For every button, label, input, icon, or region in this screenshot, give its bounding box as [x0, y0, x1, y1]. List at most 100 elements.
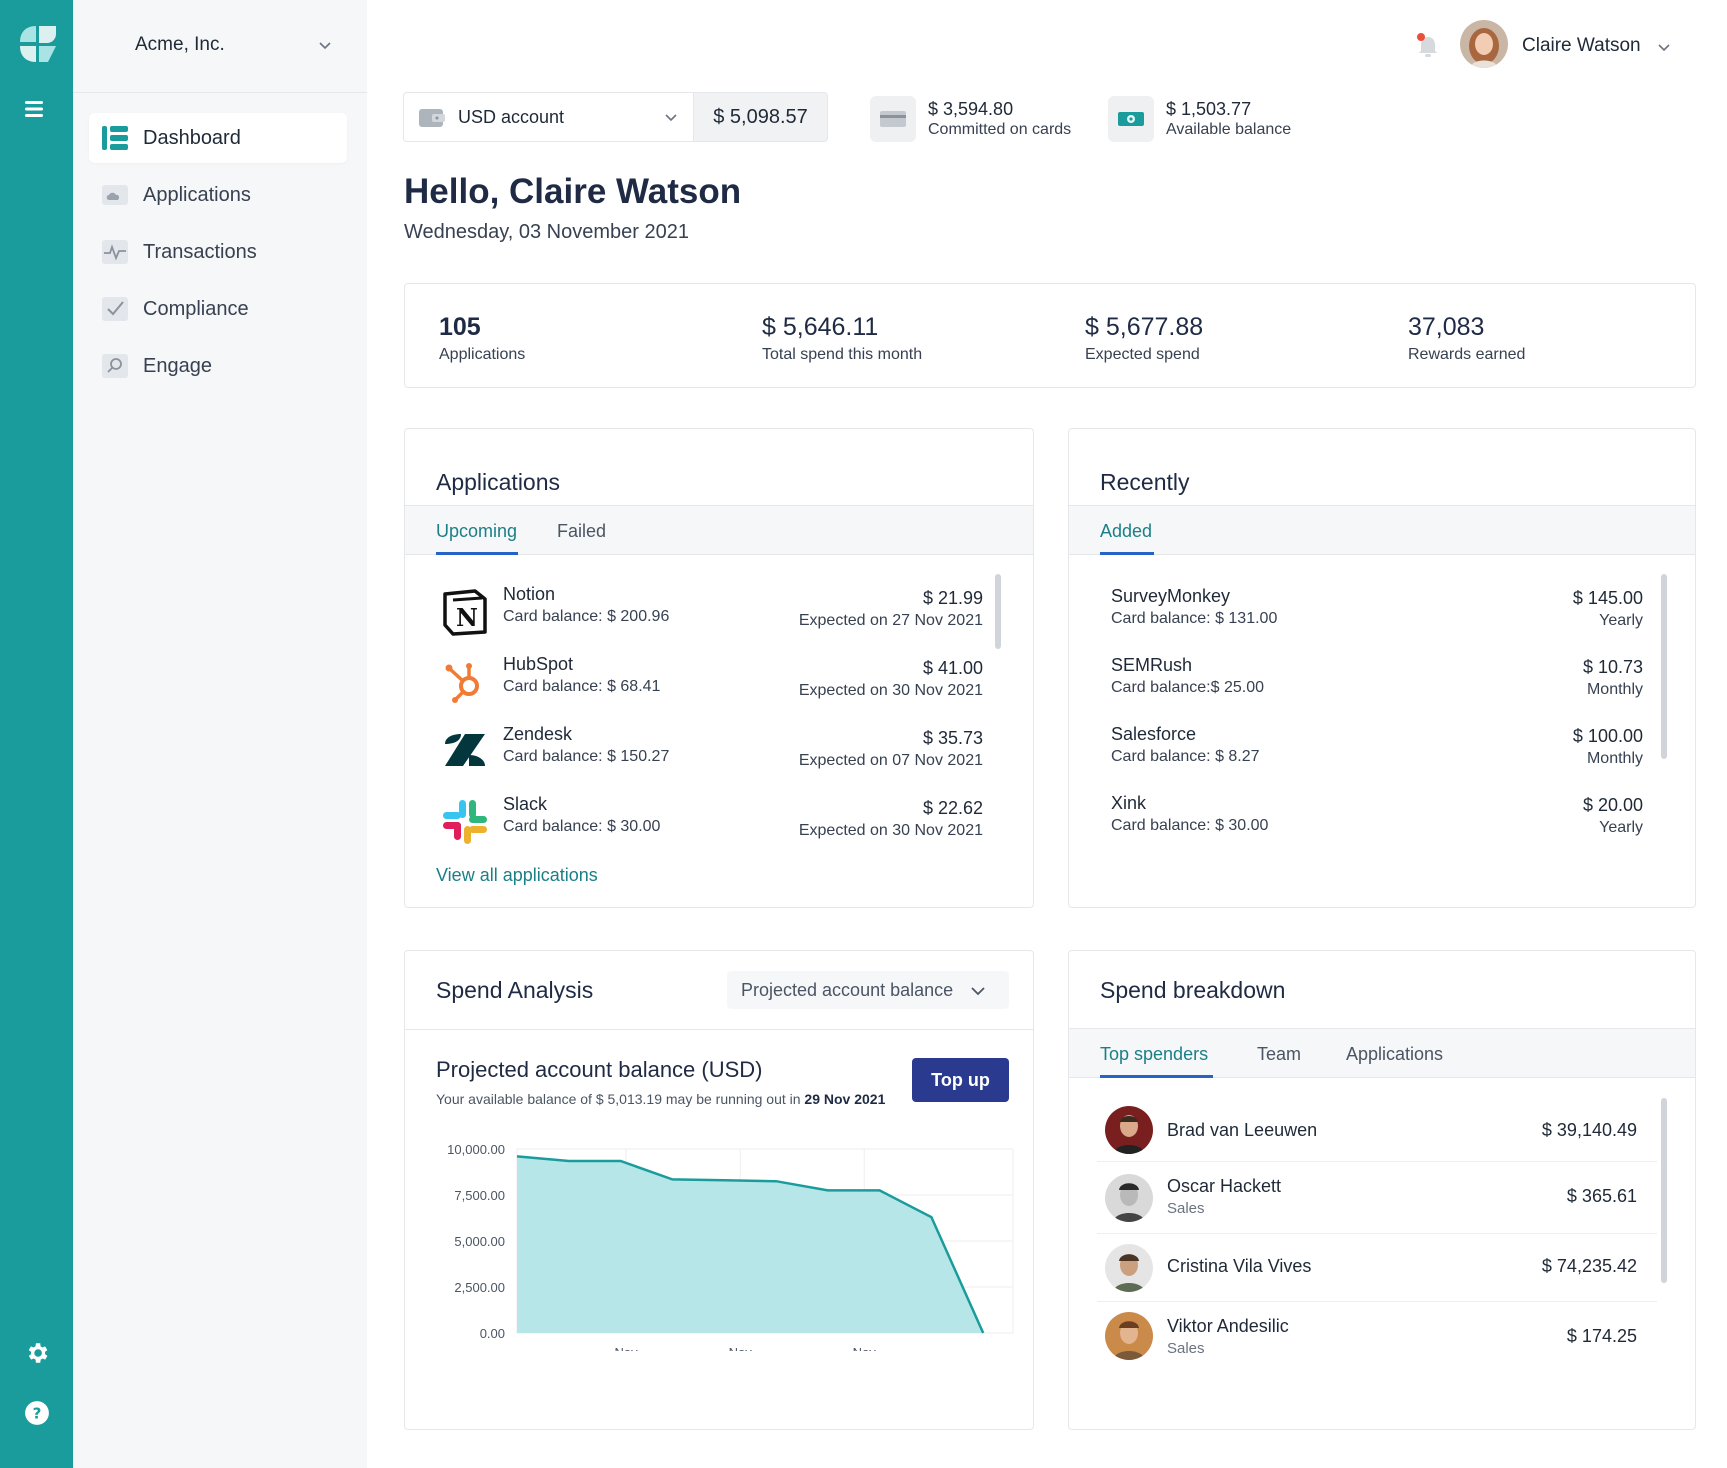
sidebar-nav: Dashboard Applications Transactions Comp…: [89, 113, 347, 398]
recent-app-balance: Card balance: $ 30.00: [1111, 817, 1269, 834]
chart-type-select[interactable]: Projected account balance: [727, 971, 1009, 1009]
org-name: Acme, Inc.: [135, 34, 225, 55]
balance-area-chart: 10,000.00 7,500.00 5,000.00 2,500.00 0.00 No…: [447, 1142, 1014, 1351]
list-item[interactable]: HubSpot Card balance: $ 68.41 $ 41.00 Ex…: [405, 654, 1033, 714]
list-item[interactable]: Cristina Vila Vives $ 74,235.42: [1097, 1234, 1657, 1302]
balance-warning-text: Your available balance of $ 5,013.19 may…: [436, 1091, 801, 1107]
sidebar-item-label: Engage: [143, 354, 212, 377]
top-up-button[interactable]: Top up: [912, 1058, 1009, 1102]
card-title: Recently: [1100, 469, 1190, 495]
help-icon[interactable]: ?: [24, 1400, 50, 1426]
list-item[interactable]: Salesforce Card balance: $ 8.27 $ 100.00…: [1069, 724, 1695, 784]
user-name[interactable]: Claire Watson: [1522, 35, 1641, 56]
recent-app-balance: Card balance: $ 131.00: [1111, 610, 1278, 627]
stat-label: Applications: [439, 346, 526, 363]
tab-top-spenders[interactable]: Top spenders: [1100, 1044, 1209, 1064]
list-item[interactable]: SurveyMonkey Card balance: $ 131.00 $ 14…: [1069, 586, 1695, 646]
tab-upcoming[interactable]: Upcoming: [436, 521, 518, 541]
org-switcher[interactable]: Acme, Inc.: [73, 0, 367, 93]
sidebar-item-label: Transactions: [143, 240, 257, 263]
active-tab-indicator: [436, 552, 518, 555]
list-item[interactable]: Brad van Leeuwen $ 39,140.49: [1097, 1098, 1657, 1162]
spend-breakdown-card: Spend breakdown Top spenders Team Applic…: [1068, 950, 1696, 1430]
committed-value: $ 3,594.80: [928, 99, 1014, 119]
spender-name: Cristina Vila Vives: [1167, 1256, 1312, 1276]
y-tick-label: 5,000.00: [454, 1234, 505, 1249]
sidebar-item-label: Applications: [143, 183, 251, 206]
scrollbar[interactable]: [995, 574, 1001, 649]
stat-value: 105: [439, 313, 481, 341]
list-item[interactable]: SEMRush Card balance:$ 25.00 $ 10.73 Mon…: [1069, 655, 1695, 715]
card-title: Spend Analysis: [436, 977, 594, 1003]
avatar: [1105, 1244, 1153, 1292]
app-amount: $ 41.00: [922, 658, 983, 678]
scrollbar[interactable]: [1661, 1098, 1667, 1283]
recent-app-amount: $ 20.00: [1582, 795, 1643, 815]
stat-rewards: 37,083 Rewards earned: [1408, 312, 1525, 364]
available-label: Available balance: [1166, 121, 1292, 138]
spender-name: Viktor Andesilic: [1167, 1316, 1289, 1336]
sidebar-item-transactions[interactable]: Transactions: [89, 227, 347, 277]
applications-card: Applications Upcoming Failed N Notion Ca…: [404, 428, 1034, 908]
app-expected-date: Expected on 27 Nov 2021: [798, 612, 983, 629]
active-tab-indicator: [1100, 1075, 1213, 1078]
app-expected-date: Expected on 07 Nov 2021: [798, 752, 983, 769]
user-avatar[interactable]: [1460, 20, 1508, 68]
list-item[interactable]: Slack Card balance: $ 30.00 $ 22.62 Expe…: [405, 794, 1033, 854]
chevron-down-icon[interactable]: [1656, 39, 1672, 55]
list-item[interactable]: Viktor Andesilic Sales $ 174.25: [1097, 1302, 1657, 1374]
sidebar-item-compliance[interactable]: Compliance: [89, 284, 347, 334]
list-item[interactable]: Zendesk Card balance: $ 150.27 $ 35.73 E…: [405, 724, 1033, 784]
spender-amount: $ 39,140.49: [1541, 1120, 1637, 1140]
balance-area: [517, 1156, 984, 1333]
balance-warning-date: 29 Nov 2021: [804, 1091, 886, 1107]
app-expected-date: Expected on 30 Nov 2021: [798, 682, 983, 699]
spender-amount: $ 174.25: [1566, 1326, 1637, 1346]
avatar: [1105, 1174, 1153, 1222]
notification-bell-icon[interactable]: [1414, 32, 1442, 60]
svg-text:N: N: [456, 603, 478, 632]
brand-logo-icon[interactable]: [16, 24, 58, 66]
settings-gear-icon[interactable]: [24, 1340, 50, 1366]
app-name: Notion: [503, 584, 556, 604]
spender-amount: $ 365.61: [1566, 1186, 1637, 1206]
stat-label: Expected spend: [1085, 346, 1200, 363]
view-all-applications-link[interactable]: View all applications: [436, 865, 598, 885]
list-item[interactable]: Oscar Hackett Sales $ 365.61: [1097, 1162, 1657, 1234]
sidebar-item-engage[interactable]: Engage: [89, 341, 347, 391]
list-item[interactable]: Xink Card balance: $ 30.00 $ 20.00 Yearl…: [1069, 793, 1695, 853]
stat-value: $ 5,646.11: [762, 313, 879, 341]
list-item[interactable]: N Notion Card balance: $ 200.96 $ 21.99 …: [405, 584, 1033, 644]
chevron-down-icon: [665, 114, 677, 122]
spend-breakdown-tabs: Top spenders Team Applications: [1069, 1028, 1695, 1078]
app-amount: $ 21.99: [922, 588, 983, 608]
tab-added[interactable]: Added: [1100, 521, 1153, 541]
sidebar-item-applications[interactable]: Applications: [89, 170, 347, 220]
scrollbar[interactable]: [1661, 574, 1667, 759]
recent-app-balance: Card balance:$ 25.00: [1111, 679, 1264, 696]
app-name: Zendesk: [503, 724, 573, 744]
chart-title: Projected account balance (USD): [436, 1057, 763, 1082]
divider: [405, 1029, 1033, 1030]
recent-app-period: Monthly: [1586, 681, 1643, 698]
wallet-icon: [419, 109, 445, 127]
spend-analysis-card: Spend Analysis Projected account balance…: [404, 950, 1034, 1430]
app-amount: $ 35.73: [922, 728, 983, 748]
tab-team[interactable]: Team: [1257, 1044, 1302, 1064]
chevron-down-icon: [319, 42, 331, 50]
tab-applications[interactable]: Applications: [1346, 1044, 1444, 1064]
stat-value: 37,083: [1408, 313, 1485, 341]
zendesk-icon: [445, 734, 485, 766]
page-title: Hello, Claire Watson: [404, 172, 742, 211]
account-select[interactable]: USD account: [403, 92, 693, 142]
cash-icon: [1108, 96, 1154, 142]
current-date: Wednesday, 03 November 2021: [404, 221, 689, 243]
sidebar-item-dashboard[interactable]: Dashboard: [89, 113, 347, 163]
chart-type-select-value: Projected account balance: [741, 979, 954, 1000]
menu-icon[interactable]: [23, 98, 45, 120]
app-name: HubSpot: [503, 654, 574, 674]
recent-app-period: Yearly: [1599, 819, 1643, 836]
summary-stats: 105 Applications $ 5,646.11 Total spend …: [404, 283, 1696, 388]
tab-failed[interactable]: Failed: [557, 521, 607, 541]
folder-icon: [102, 185, 128, 205]
